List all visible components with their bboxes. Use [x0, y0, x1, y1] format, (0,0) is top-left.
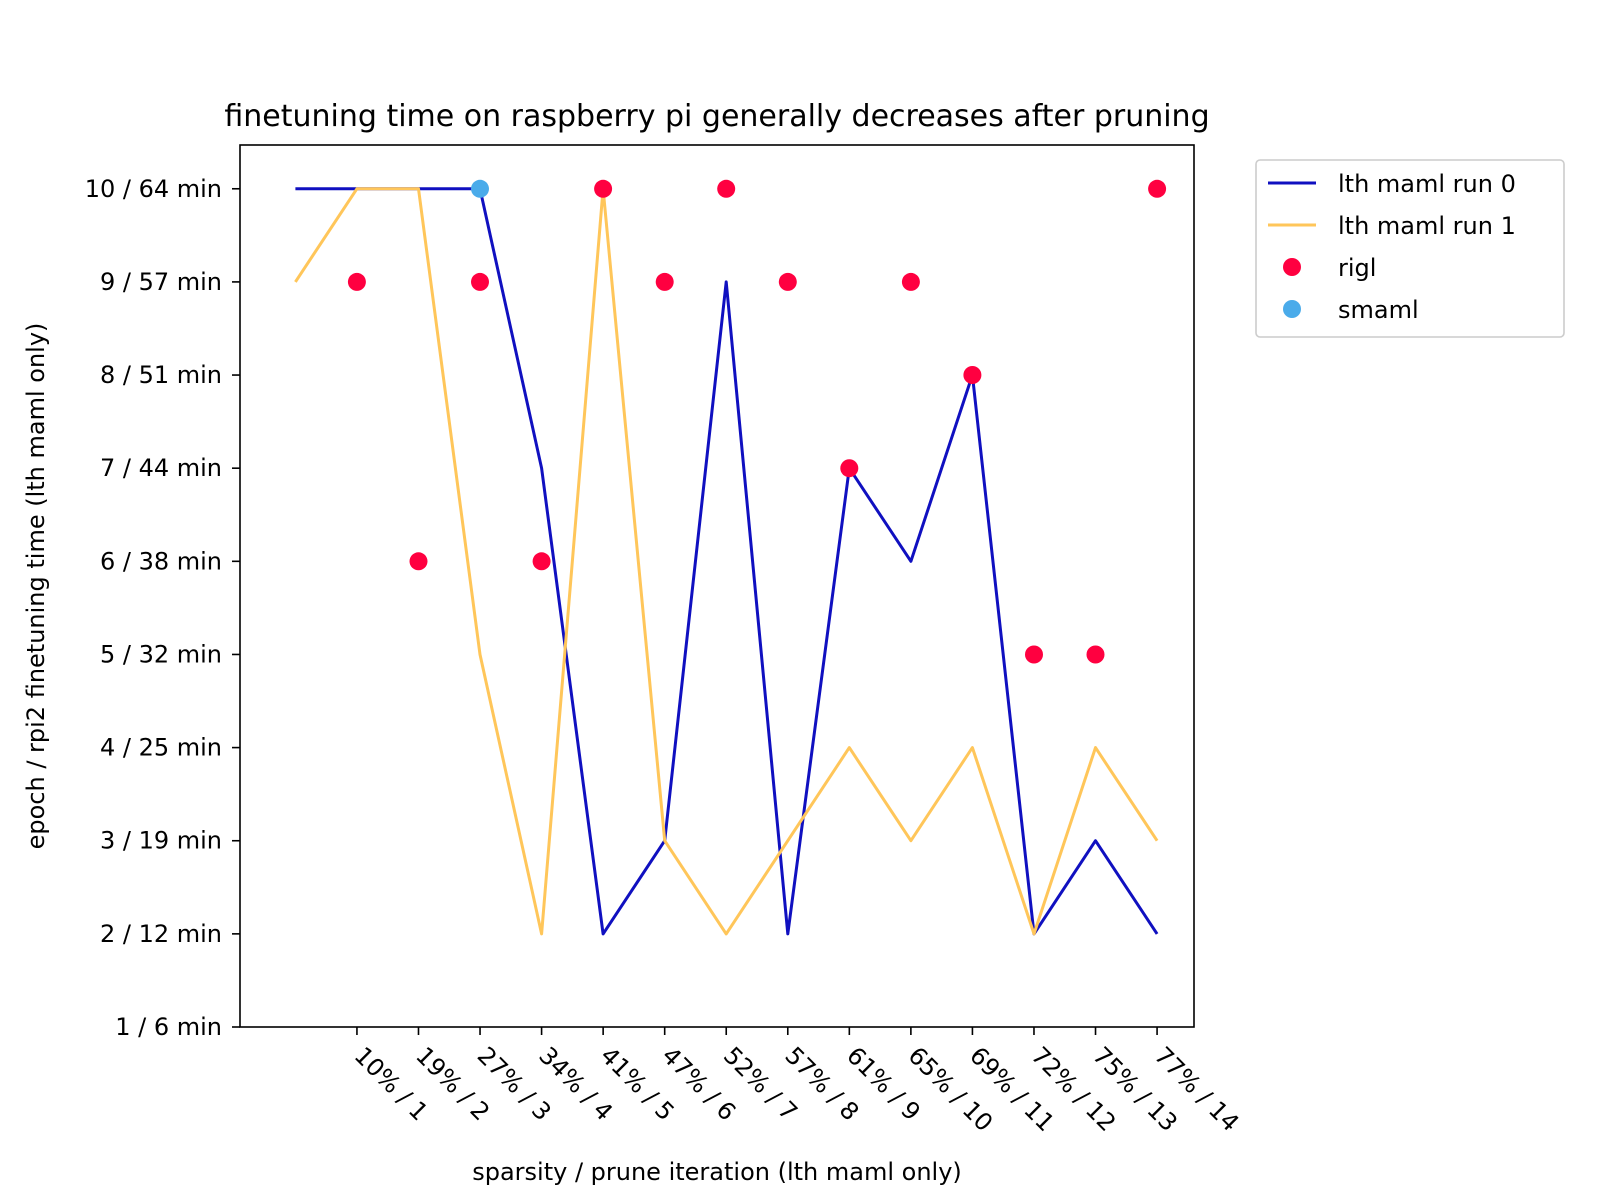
- scatter-point-2-9: [901, 272, 920, 291]
- y-tick-label: 2 / 12 min: [100, 920, 222, 948]
- scatter-point-2-0: [347, 272, 366, 291]
- y-tick-label: 8 / 51 min: [100, 361, 222, 389]
- series-line-0: [295, 187, 1159, 936]
- scatter-point-3-0: [471, 179, 489, 198]
- y-tick-label: 10 / 64 min: [85, 175, 222, 203]
- scatter-point-2-3: [532, 552, 551, 571]
- y-ticks: 1 / 6 min 2 / 12 min 3 / 19 min 4 / 25 min 5…: [85, 175, 240, 1041]
- legend-label-3: smaml: [1338, 296, 1419, 324]
- series-line-1: [294, 187, 1159, 936]
- plot-frame: [239, 144, 1195, 1028]
- scatter-point-2-8: [840, 459, 859, 478]
- y-tick-label: 1 / 6 min: [115, 1013, 222, 1041]
- scatter-point-2-2: [471, 272, 489, 291]
- legend-swatch-2: [1283, 258, 1301, 276]
- y-tick-label: 7 / 44 min: [100, 454, 222, 482]
- y-tick-label: 3 / 19 min: [100, 827, 222, 855]
- y-tick-label: 5 / 32 min: [100, 640, 222, 668]
- scatter-point-2-7: [778, 272, 797, 291]
- scatter-point-2-12: [1086, 645, 1105, 664]
- series-layer: [294, 179, 1167, 936]
- scatter-point-2-10: [963, 366, 982, 384]
- y-tick-label: 6 / 38 min: [100, 547, 222, 575]
- legend-label-2: rigl: [1338, 254, 1376, 282]
- scatter-point-2-4: [594, 179, 613, 198]
- legend-frame: [1255, 159, 1565, 338]
- legend-swatch-3: [1283, 300, 1301, 318]
- scatter-point-2-13: [1148, 179, 1167, 198]
- legend-label-0: lth maml run 0: [1338, 170, 1516, 198]
- plot-area: [240, 145, 1194, 1027]
- chart-title: finetuning time on raspberry pi generall…: [224, 99, 1209, 134]
- y-axis-label: epoch / rpi2 finetuning time (lth maml o…: [22, 323, 50, 850]
- scatter-point-2-11: [1025, 645, 1043, 664]
- y-tick-label: 9 / 57 min: [100, 268, 222, 296]
- scatter-point-2-5: [655, 272, 674, 291]
- scatter-point-2-6: [717, 179, 736, 198]
- scatter-point-2-1: [409, 552, 428, 571]
- legend-label-1: lth maml run 1: [1338, 212, 1516, 240]
- x-ticks: 10% / 119% / 227% / 334% / 441% / 547% /…: [349, 1027, 1244, 1137]
- x-axis-label: sparsity / prune iteration (lth maml onl…: [472, 1158, 962, 1186]
- y-tick-label: 4 / 25 min: [100, 734, 222, 762]
- legend: lth maml run 0 lth maml run 1 rigl smaml: [1255, 159, 1565, 338]
